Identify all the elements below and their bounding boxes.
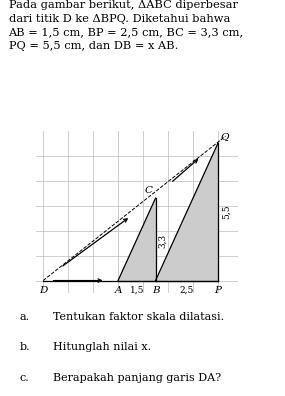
Text: C: C: [144, 186, 152, 195]
Text: 3,3: 3,3: [158, 234, 168, 248]
Text: D: D: [39, 286, 47, 295]
Text: b.: b.: [20, 343, 30, 352]
Text: c.: c.: [20, 373, 29, 383]
Text: 1,5: 1,5: [130, 286, 144, 295]
Text: A: A: [114, 286, 122, 295]
Text: P: P: [215, 286, 221, 295]
Polygon shape: [156, 143, 218, 280]
Text: Hitunglah nilai x.: Hitunglah nilai x.: [53, 343, 151, 352]
Text: Berapakah panjang garis DA?: Berapakah panjang garis DA?: [53, 373, 221, 383]
Text: Q: Q: [220, 132, 229, 141]
Text: 2,5: 2,5: [180, 286, 194, 295]
Text: Pada gambar berikut, ΔABC diperbesar
dari titik D ke ΔBPQ. Diketahui bahwa
AB = : Pada gambar berikut, ΔABC diperbesar dar…: [9, 0, 244, 51]
Text: 5,5: 5,5: [222, 205, 231, 219]
Text: Tentukan faktor skala dilatasi.: Tentukan faktor skala dilatasi.: [53, 312, 224, 322]
Text: B: B: [152, 286, 159, 295]
Polygon shape: [118, 198, 156, 280]
Text: a.: a.: [20, 312, 30, 322]
